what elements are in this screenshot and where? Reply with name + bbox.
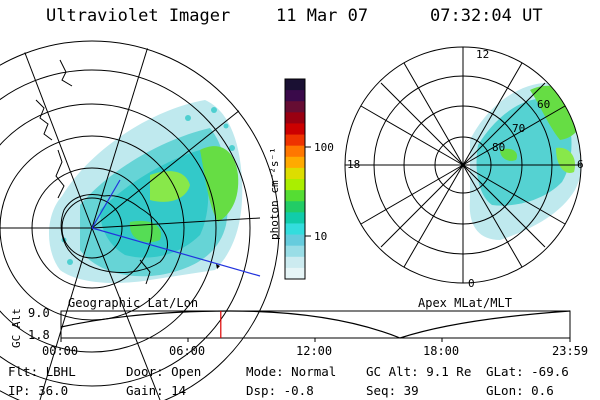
color-scale-step [285, 167, 305, 180]
color-scale-step [285, 123, 305, 136]
color-scale-step [285, 256, 305, 269]
timeline-x-tick: 18:00 [423, 344, 460, 358]
color-scale-step [285, 190, 305, 202]
status-dsp: Dsp: -0.8 [246, 383, 314, 398]
color-scale-step [285, 134, 305, 147]
time-label: 07:32:04 UT [430, 6, 543, 26]
color-scale-step [285, 201, 305, 213]
color-scale-step [285, 145, 305, 158]
timeline-x-tick: 00:00 [42, 344, 79, 358]
colorbar-unit-label: photon cm⁻²s⁻¹ [268, 147, 281, 240]
status-seq: Seq: 39 [366, 383, 419, 398]
color-scale-step [285, 79, 305, 91]
timeline-y-tick-max: 9.0 [28, 306, 50, 320]
mlt-label-0: 0 [468, 277, 475, 290]
timeline-x-tick: 12:00 [296, 344, 333, 358]
colorbar-tick-10: 10 [314, 230, 328, 243]
apex-caption: Apex MLat/MLT [418, 296, 512, 310]
colorbar-tick-100: 100 [314, 141, 334, 154]
color-scale-bar [285, 79, 305, 280]
status-gain: Gain: 14 [126, 383, 187, 398]
color-scale-step [285, 267, 305, 280]
color-scale-frame [284, 78, 306, 280]
timeline-x-tick: 23:59 [552, 344, 589, 358]
status-door: Door: Open [126, 364, 202, 379]
color-scale-step [285, 179, 305, 191]
mlt-label-18: 18 [347, 158, 361, 171]
status-mode: Mode: Normal [246, 364, 337, 379]
status-gc-alt: GC Alt: 9.1 Re [366, 364, 472, 379]
color-scale-step [285, 212, 305, 224]
color-scale-step [285, 112, 305, 124]
geographic-caption: Geographic Lat/Lon [68, 296, 199, 310]
status-glon: GLon: 0.6 [486, 383, 554, 398]
timeline-y-tick-min: 1.8 [28, 328, 50, 342]
color-scale-step [285, 223, 305, 236]
color-scale-step [285, 101, 305, 113]
timeline-x-tick: 06:00 [169, 344, 206, 358]
status-ip: IP: 36.0 [8, 383, 69, 398]
color-scale-step [285, 234, 305, 247]
instrument-title: Ultraviolet Imager [46, 6, 231, 26]
geographic-map [0, 40, 280, 400]
mlat-label-70: 70 [512, 122, 526, 135]
mlat-label-80: 80 [492, 141, 506, 154]
orbit-timeline [60, 310, 571, 342]
color-scale-step [285, 90, 305, 102]
mlt-label-6: 6 [577, 158, 584, 171]
status-glat: GLat: -69.6 [486, 364, 569, 379]
color-scale-step [285, 245, 305, 258]
color-scale-step [285, 156, 305, 169]
polar-mlt-plot [344, 46, 582, 284]
status-flt: Flt: LBHL [8, 364, 76, 379]
mlt-label-12: 12 [476, 48, 490, 61]
timeline-y-axis-label: GC Alt [10, 308, 23, 348]
date-label: 11 Mar 07 [276, 6, 369, 26]
mlat-label-60: 60 [537, 98, 551, 111]
